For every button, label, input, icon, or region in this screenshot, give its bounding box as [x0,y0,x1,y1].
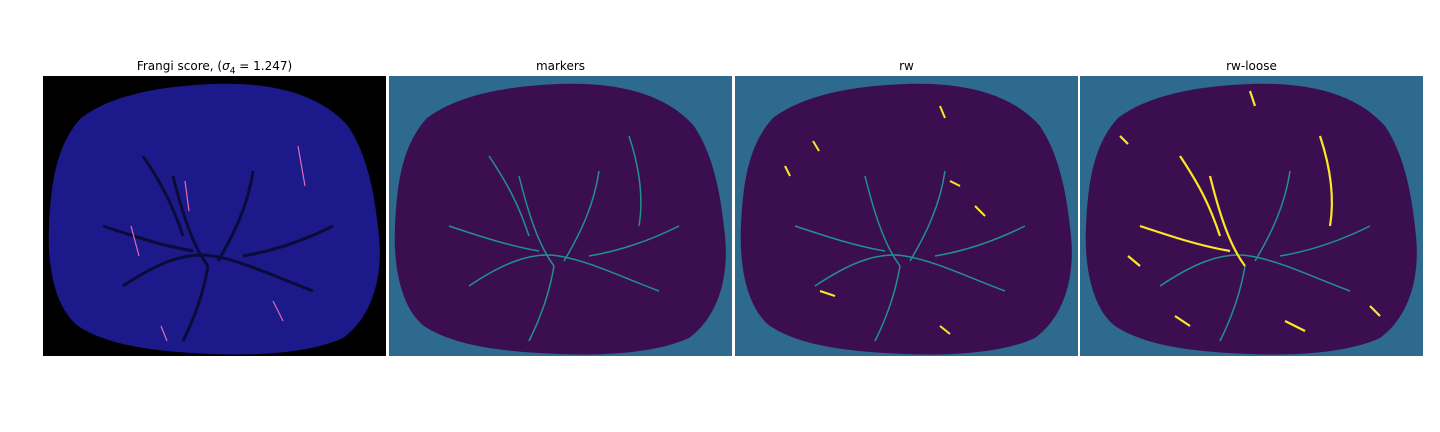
panel-title-rw-loose: rw-loose [1226,59,1277,73]
rw-loose-highlights [1159,170,1371,342]
rw-loose-image-svg [1080,76,1423,356]
markers-highlights [448,135,680,342]
rw-tissue-region [740,83,1072,355]
panel-title-markers: markers [535,59,586,73]
markers-tissue-region [394,83,726,355]
image-markers [389,76,732,356]
frangi-highlights [130,145,306,342]
panel-title-frangi: Frangi score, (σ4 = 1.247) [136,59,293,77]
panel-rw: rw [735,58,1078,356]
panel-markers: markers [389,58,732,356]
image-frangi [43,76,386,356]
rw-accents [784,105,986,335]
panel-title-rw: rw [899,59,914,73]
image-rw [735,76,1078,356]
panel-frangi: Frangi score, (σ4 = 1.247) [43,58,386,356]
panel-rw-loose: rw-loose [1080,58,1423,356]
markers-image-svg [389,76,732,356]
frangi-image-svg [43,76,386,356]
frangi-tissue-region [48,83,380,355]
rw-loose-tissue-region [1085,83,1417,355]
rw-image-svg [735,76,1078,356]
rw-loose-accents [1119,90,1381,332]
image-rw-loose [1080,76,1423,356]
frangi-vessels [102,155,334,342]
rw-highlights [794,170,1026,342]
